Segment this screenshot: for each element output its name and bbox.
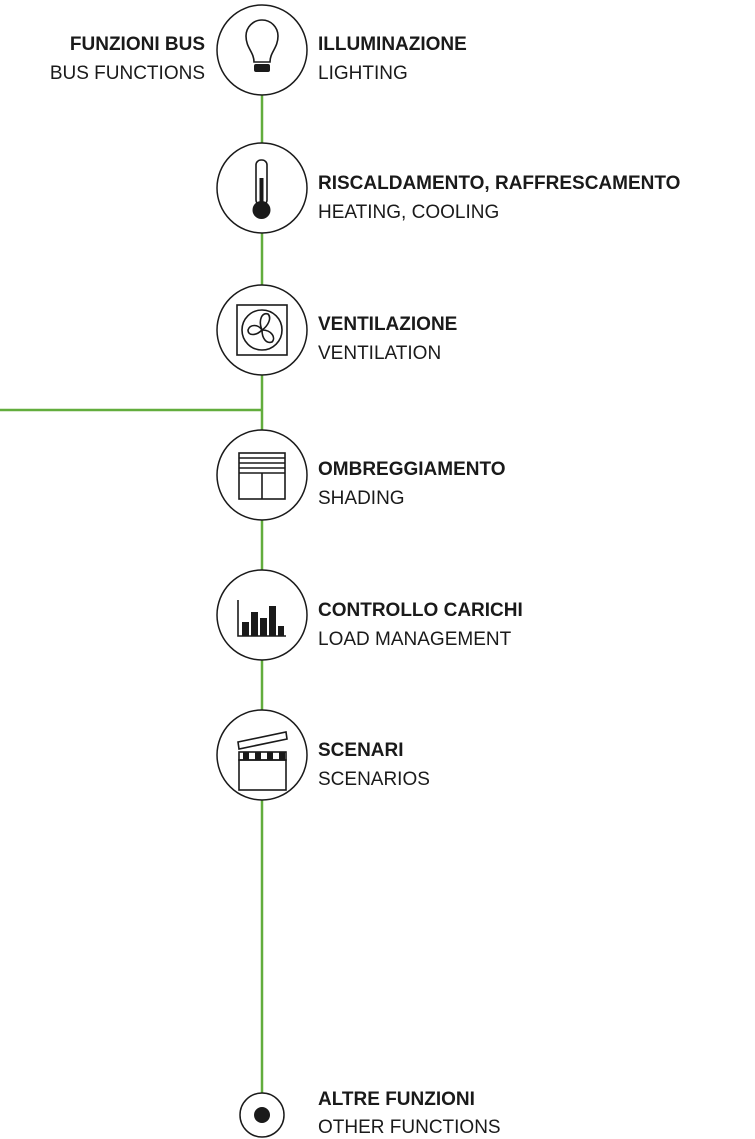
item-sublabel: LOAD MANAGEMENT — [318, 629, 512, 650]
item-label: VENTILAZIONE — [318, 314, 457, 335]
item-label: SCENARI — [318, 740, 404, 761]
icon-circle — [216, 569, 308, 661]
fan-frame — [236, 304, 288, 356]
header-subtitle: BUS FUNCTIONS — [50, 63, 205, 84]
end-dot — [254, 1107, 270, 1123]
clapper-strip — [238, 751, 287, 761]
bulb-icon — [245, 19, 279, 63]
icon-circle — [216, 709, 308, 801]
clapper-stripes — [243, 752, 285, 760]
bar-icon — [251, 612, 258, 636]
bulb-base — [254, 64, 270, 72]
item-sublabel: HEATING, COOLING — [318, 202, 499, 223]
bar-icon — [278, 626, 284, 636]
item-label: CONTROLLO CARICHI — [318, 600, 523, 621]
fan-blades — [247, 312, 275, 344]
clapper-top — [237, 731, 288, 750]
end-label: ALTRE FUNZIONI — [318, 1089, 475, 1110]
thermo-bulb — [252, 201, 271, 219]
fan-ring — [241, 309, 283, 351]
bar-icon — [242, 622, 249, 636]
item-label: OMBREGGIAMENTO — [318, 459, 506, 480]
item-sublabel: LIGHTING — [318, 63, 408, 84]
header-title: FUNZIONI BUS — [70, 34, 205, 55]
item-label: RISCALDAMENTO, RAFFRESCAMENTO — [318, 173, 680, 194]
item-sublabel: VENTILATION — [318, 343, 441, 364]
bar-icon — [269, 606, 276, 636]
end-sublabel: OTHER FUNCTIONS — [318, 1117, 501, 1138]
item-sublabel: SHADING — [318, 488, 405, 509]
item-sublabel: SCENARIOS — [318, 769, 430, 790]
item-label: ILLUMINAZIONE — [318, 34, 467, 55]
bar-icon — [260, 618, 267, 636]
thermo-column — [259, 178, 264, 208]
icon-circle — [216, 4, 308, 96]
shade-slats — [239, 457, 285, 499]
